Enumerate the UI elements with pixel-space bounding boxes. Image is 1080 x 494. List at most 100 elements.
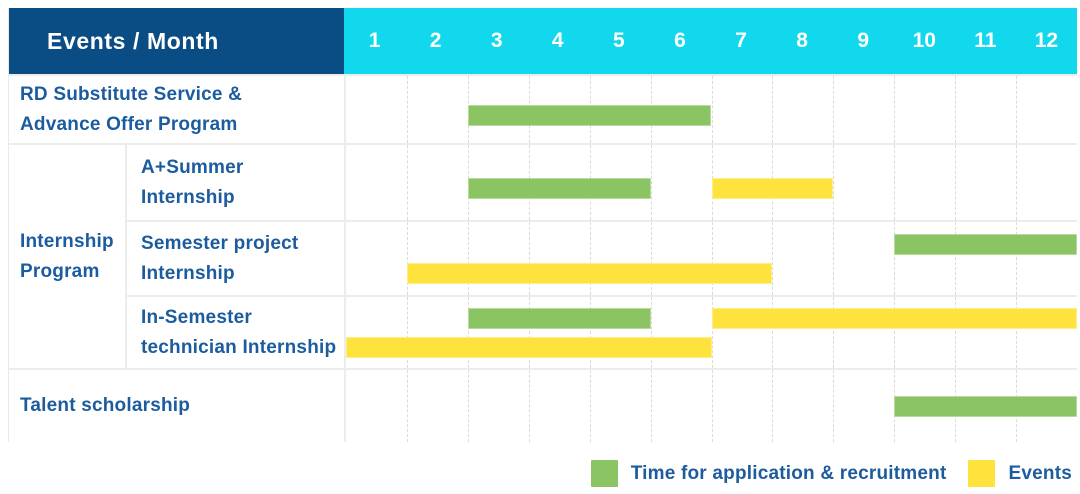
month-gridline [467,297,469,368]
month-gridline [528,370,530,442]
row-label-line: A+Summer [141,156,244,178]
row-label-line: technician Internship [141,336,337,358]
gantt-bar-line [346,105,1077,126]
row-label-line: Internship [141,262,235,284]
month-gridline [894,222,896,295]
gantt-bar-line [346,178,1077,199]
gantt-row-rd-substitute [344,74,1077,143]
month-gridline [406,76,408,143]
month-gridline [833,222,835,295]
month-gridline [711,222,713,295]
month-gridline [955,145,957,220]
row-label-line: Advance Offer Program [20,113,238,135]
gantt-row-a-summer-internship [344,143,1077,220]
month-label: 4 [551,29,564,52]
month-gridline [1016,297,1018,368]
month-gridline [467,222,469,295]
month-label: 10 [912,29,936,52]
gantt-bar-lines [346,151,1077,220]
gantt-bar-lines [346,370,1077,442]
month-gridline [406,222,408,295]
group-label-internship-program: Internship Program [9,143,125,368]
gantt-bar-line [346,336,1077,358]
month-header: 1 2 3 4 5 6 7 8 9 10 11 12 [344,8,1077,74]
gantt-bar-event [711,178,834,199]
group-label-line: Internship [20,230,114,252]
month-label: 2 [429,29,442,52]
gantt-bar-line [346,233,1077,255]
gantt-bar-event [346,336,712,358]
legend-item-application: Time for application & recruitment [590,460,947,487]
gantt-bar-line [346,395,1077,417]
gantt-row-in-semester-technician-internship [344,295,1077,368]
table-corner-header: Events / Month [9,8,344,74]
month-gridline [1016,76,1018,143]
month-gridline [406,145,408,220]
row-label-line: Semester project [141,232,299,254]
month-gridline [711,76,713,143]
month-label: 9 [857,29,869,52]
month-gridline [833,76,835,143]
month-gridline [955,76,957,143]
month-gridline [894,145,896,220]
gantt-bar-application [894,233,1077,255]
gantt-bar-application [467,178,651,199]
month-gridline [650,370,652,442]
month-label: 11 [974,29,997,52]
month-label: 5 [613,29,625,52]
row-label-line: RD Substitute Service & [20,83,243,105]
month-label: 6 [674,29,686,52]
row-label-rd-substitute: RD Substitute Service & Advance Offer Pr… [9,74,344,143]
month-gridline [650,297,652,368]
month-gridline [894,76,896,143]
gantt-bar-application [467,105,712,126]
month-gridline [711,297,713,368]
month-gridline [406,297,408,368]
gantt-row-talent-scholarship [344,368,1077,442]
month-gridline [589,297,591,368]
legend-swatch-green [590,460,618,487]
gantt-bar-line [346,307,1077,329]
month-label: 8 [796,29,808,52]
month-label: 12 [1034,29,1059,52]
gantt-table: Events / Month 1 2 3 4 5 6 7 8 9 10 11 12 RD Substi… [8,8,1077,442]
gantt-bar-event [711,307,1077,329]
month-gridline [772,222,774,295]
month-gridline [833,145,835,220]
row-label-line: In-Semester [141,306,252,328]
gantt-bar-event [406,262,773,284]
month-gridline [772,76,774,143]
month-gridline [955,297,957,368]
corner-title: Events / Month [47,27,219,54]
legend-label: Events [1008,462,1072,484]
month-label: 1 [368,29,381,52]
gantt-bar-application [467,307,651,329]
row-label-talent-scholarship: Talent scholarship [9,368,344,442]
month-gridline [711,370,713,442]
legend-swatch-yellow [968,460,996,487]
month-gridline [406,370,408,442]
gantt-bar-lines [346,82,1077,143]
month-gridline [650,222,652,295]
month-gridline [528,222,530,295]
month-gridline [650,145,652,220]
month-gridline [589,370,591,442]
month-gridline [528,297,530,368]
legend-label: Time for application & recruitment [630,462,947,484]
month-gridline [955,222,957,295]
gantt-bar-lines [346,222,1077,295]
month-gridline [894,297,896,368]
month-gridline [467,370,469,442]
month-gridline [833,370,835,442]
month-gridline [833,297,835,368]
month-gridline [589,222,591,295]
month-gridline [772,297,774,368]
row-label-in-semester-technician-internship: In-Semester technician Internship [125,295,344,368]
legend-item-events: Events [968,460,1072,487]
group-label-line: Program [20,260,100,282]
row-label-line: Internship [141,186,235,208]
month-gridline [1016,145,1018,220]
gantt-bar-lines [346,297,1077,368]
gantt-bar-application [894,395,1077,417]
